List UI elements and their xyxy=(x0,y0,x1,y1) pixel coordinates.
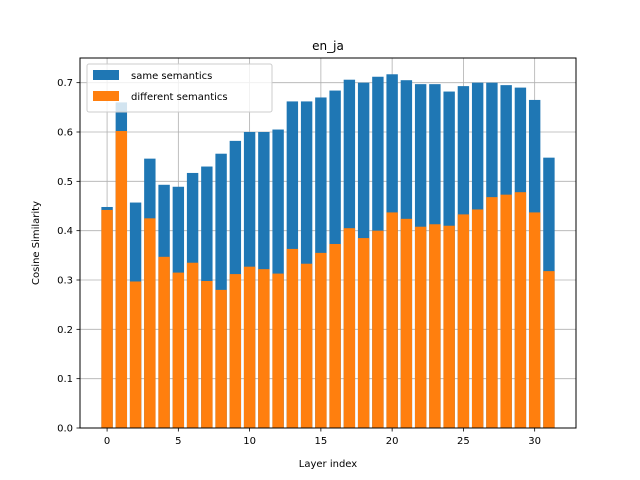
x-tick-label: 30 xyxy=(528,436,541,447)
bar-different-semantics xyxy=(129,281,142,428)
bar-different-semantics xyxy=(357,238,370,428)
bar-different-semantics xyxy=(286,248,299,428)
y-tick-label: 0.4 xyxy=(57,226,73,237)
bar-different-semantics xyxy=(372,230,384,428)
bar-different-semantics xyxy=(471,209,484,428)
bar-different-semantics xyxy=(186,262,199,428)
bar-different-semantics xyxy=(215,289,227,428)
bar-different-semantics xyxy=(329,243,341,428)
bar-different-semantics xyxy=(414,226,427,428)
legend: same semantics different semantics xyxy=(86,63,273,113)
bar-different-semantics xyxy=(400,218,413,428)
bar-different-semantics xyxy=(500,194,512,428)
y-tick-label: 0.1 xyxy=(57,374,73,385)
y-tick-label: 0.5 xyxy=(57,177,73,188)
y-ticks: 0.0 0.1 0.2 0.3 0.4 0.5 0.6 0.7 xyxy=(57,78,80,435)
bar-different-semantics xyxy=(144,218,156,428)
x-tick-label: 0 xyxy=(104,436,110,447)
legend-label-same-semantics: same semantics xyxy=(131,71,212,82)
y-tick-label: 0.0 xyxy=(57,424,73,435)
bar-different-semantics xyxy=(158,256,170,428)
bar-different-semantics xyxy=(457,214,470,428)
y-tick-label: 0.6 xyxy=(57,128,73,139)
bar-different-semantics xyxy=(486,197,498,428)
x-tick-label: 25 xyxy=(457,436,470,447)
y-tick-label: 0.2 xyxy=(57,325,73,336)
bar-different-semantics xyxy=(343,228,356,428)
bar-different-semantics xyxy=(229,274,242,428)
bar-different-semantics xyxy=(115,131,128,428)
bar-different-semantics xyxy=(101,209,113,428)
bar-different-semantics xyxy=(201,280,213,428)
bar-different-semantics xyxy=(300,263,313,428)
bar-different-semantics xyxy=(272,273,284,428)
y-axis-label: Cosine Similarity xyxy=(31,201,42,285)
bar-different-semantics xyxy=(258,269,270,428)
bar-different-semantics xyxy=(443,225,455,428)
bar-different-semantics xyxy=(429,224,441,428)
x-ticks: 0 5 10 15 20 25 30 xyxy=(104,428,541,447)
bar-different-semantics xyxy=(528,212,541,428)
bar-different-semantics xyxy=(243,266,256,428)
x-tick-label: 5 xyxy=(175,436,181,447)
y-tick-label: 0.7 xyxy=(57,78,73,89)
x-axis-label: Layer index xyxy=(299,459,358,470)
plot-frame xyxy=(79,57,577,429)
bar-different-semantics xyxy=(386,212,398,428)
bar-different-semantics xyxy=(172,272,185,428)
x-tick-label: 20 xyxy=(386,436,399,447)
bar-different-semantics xyxy=(543,271,555,428)
bar-different-semantics xyxy=(514,192,527,428)
x-tick-label: 10 xyxy=(243,436,256,447)
legend-label-different-semantics: different semantics xyxy=(131,92,228,103)
legend-swatch-same-semantics xyxy=(93,70,119,80)
x-tick-label: 15 xyxy=(315,436,328,447)
bars-group xyxy=(101,74,555,429)
legend-box xyxy=(86,63,273,113)
y-tick-label: 0.3 xyxy=(57,276,73,287)
bar-different-semantics xyxy=(315,252,327,428)
legend-swatch-different-semantics xyxy=(93,91,119,101)
chart-title: en_ja xyxy=(312,39,344,53)
